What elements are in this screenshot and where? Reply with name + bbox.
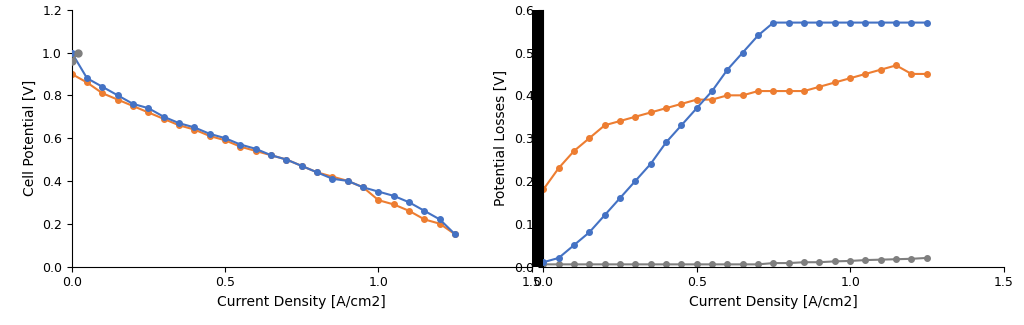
X-axis label: Current Density [A/cm2]: Current Density [A/cm2] xyxy=(217,295,386,309)
X-axis label: Current Density [A/cm2]: Current Density [A/cm2] xyxy=(689,295,858,309)
Y-axis label: Potential Losses [V]: Potential Losses [V] xyxy=(494,70,508,206)
Y-axis label: Cell Potential [V]: Cell Potential [V] xyxy=(23,80,37,196)
